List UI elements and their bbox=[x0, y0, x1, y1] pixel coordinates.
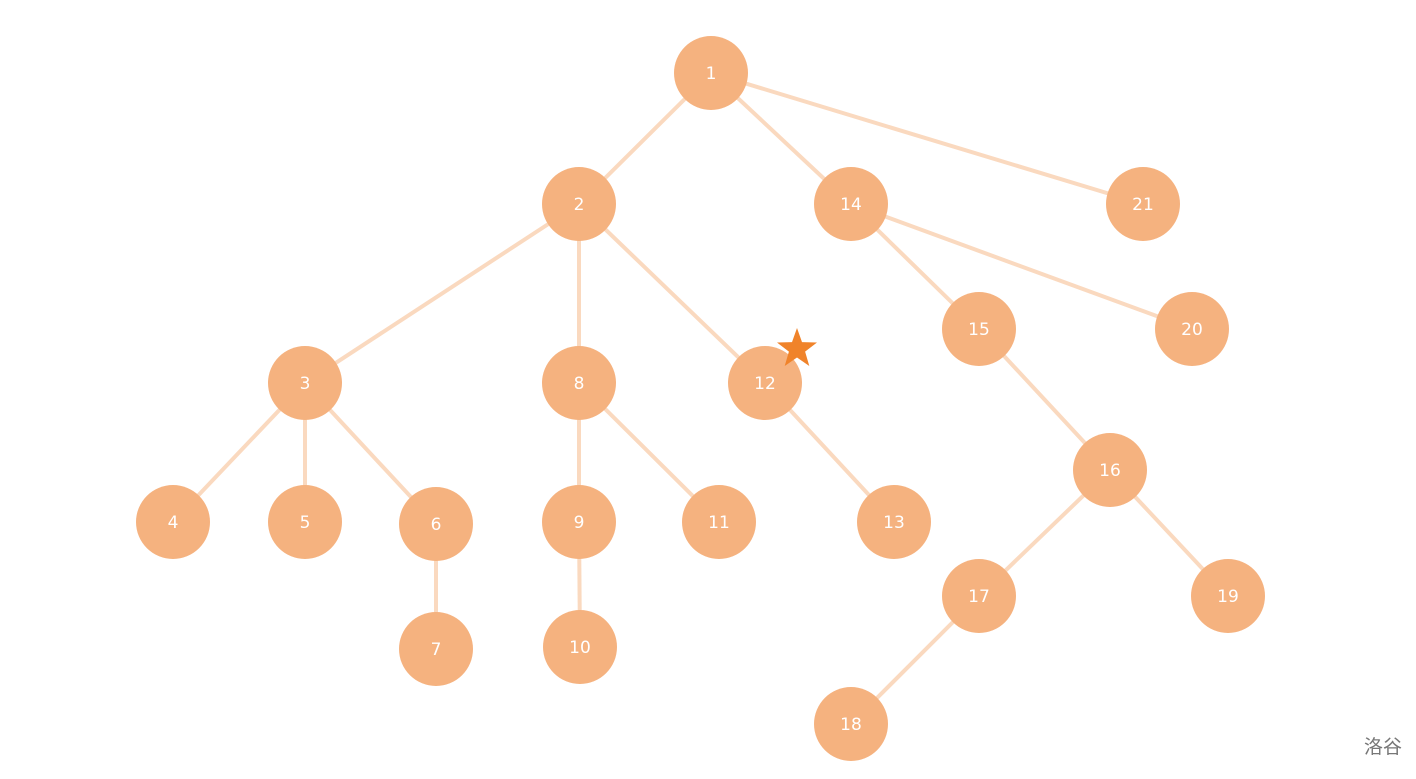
node-label: 9 bbox=[574, 513, 585, 533]
edge-2-3 bbox=[303, 202, 581, 385]
edge-14-20 bbox=[850, 202, 1193, 331]
node-2: 2 bbox=[542, 167, 616, 241]
node-circle bbox=[543, 610, 617, 684]
node-21: 21 bbox=[1106, 167, 1180, 241]
watermark: 洛谷 bbox=[1363, 736, 1402, 758]
node-circle bbox=[728, 346, 802, 420]
node-8: 8 bbox=[542, 346, 616, 420]
node-label: 16 bbox=[1099, 461, 1121, 481]
node-circle bbox=[682, 485, 756, 559]
node-circle bbox=[674, 36, 748, 110]
node-label: 19 bbox=[1217, 587, 1239, 607]
node-label: 1 bbox=[706, 64, 717, 84]
star-icon bbox=[777, 328, 817, 366]
node-circle bbox=[814, 687, 888, 761]
node-circle bbox=[136, 485, 210, 559]
node-circle bbox=[399, 612, 473, 686]
node-12: 12 bbox=[728, 346, 802, 420]
node-10: 10 bbox=[543, 610, 617, 684]
node-1: 1 bbox=[674, 36, 748, 110]
node-label: 15 bbox=[968, 320, 990, 340]
node-circle bbox=[1106, 167, 1180, 241]
node-label: 13 bbox=[883, 513, 905, 533]
node-19: 19 bbox=[1191, 559, 1265, 633]
node-label: 17 bbox=[968, 587, 990, 607]
node-9: 9 bbox=[542, 485, 616, 559]
node-circle bbox=[268, 346, 342, 420]
node-label: 14 bbox=[840, 195, 862, 215]
node-label: 18 bbox=[840, 715, 862, 735]
node-circle bbox=[268, 485, 342, 559]
node-label: 2 bbox=[574, 195, 585, 215]
node-label: 12 bbox=[754, 374, 776, 394]
node-circle bbox=[814, 167, 888, 241]
node-16: 16 bbox=[1073, 433, 1147, 507]
node-circle bbox=[399, 487, 473, 561]
edge-2-12 bbox=[577, 202, 767, 385]
node-label: 21 bbox=[1132, 195, 1154, 215]
node-20: 20 bbox=[1155, 292, 1229, 366]
node-circle bbox=[542, 167, 616, 241]
node-circle bbox=[857, 485, 931, 559]
node-label: 11 bbox=[708, 513, 730, 533]
node-circle bbox=[1073, 433, 1147, 507]
node-circle bbox=[942, 559, 1016, 633]
node-7: 7 bbox=[399, 612, 473, 686]
node-3: 3 bbox=[268, 346, 342, 420]
node-label: 6 bbox=[431, 515, 442, 535]
node-label: 5 bbox=[300, 513, 311, 533]
node-label: 3 bbox=[300, 374, 311, 394]
edge-1-21 bbox=[710, 71, 1144, 206]
node-circle bbox=[542, 485, 616, 559]
node-circle bbox=[1191, 559, 1265, 633]
node-circle bbox=[1155, 292, 1229, 366]
node-label: 8 bbox=[574, 374, 585, 394]
node-17: 17 bbox=[942, 559, 1016, 633]
node-13: 13 bbox=[857, 485, 931, 559]
node-6: 6 bbox=[399, 487, 473, 561]
node-4: 4 bbox=[136, 485, 210, 559]
node-label: 20 bbox=[1181, 320, 1203, 340]
node-circle bbox=[942, 292, 1016, 366]
node-14: 14 bbox=[814, 167, 888, 241]
node-5: 5 bbox=[268, 485, 342, 559]
node-label: 7 bbox=[431, 640, 442, 660]
node-18: 18 bbox=[814, 687, 888, 761]
node-circle bbox=[542, 346, 616, 420]
node-label: 4 bbox=[168, 513, 179, 533]
node-11: 11 bbox=[682, 485, 756, 559]
node-label: 10 bbox=[569, 638, 591, 658]
node-15: 15 bbox=[942, 292, 1016, 366]
